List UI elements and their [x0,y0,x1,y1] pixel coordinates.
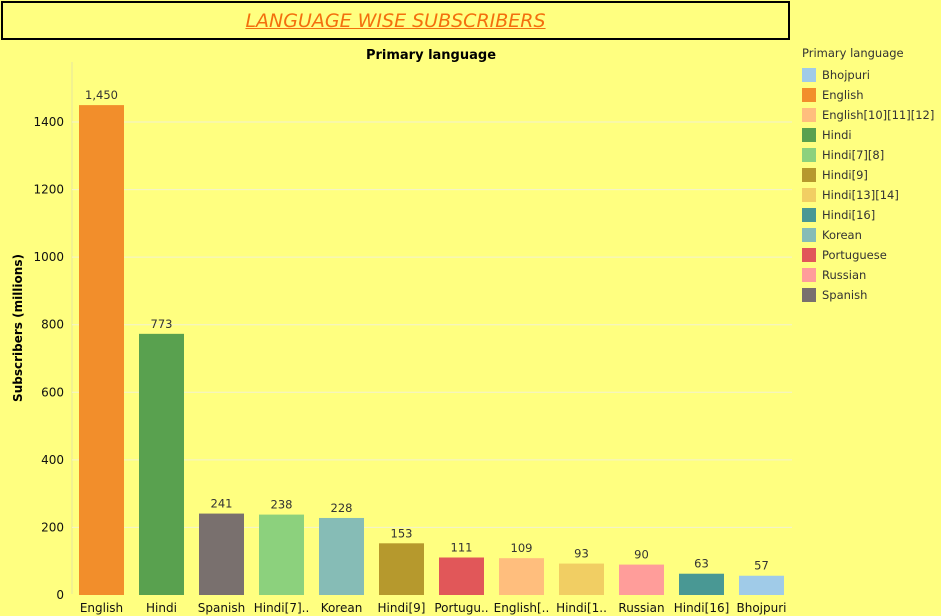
legend-item: Bhojpuri [802,65,941,85]
bar [319,517,364,595]
legend-swatch [802,128,816,142]
data-label: 63 [694,557,709,571]
bar [559,563,604,595]
data-label: 93 [574,547,589,561]
bar [619,564,664,595]
legend-item: Hindi[9] [802,165,941,185]
legend-label: Hindi[9] [822,168,868,182]
y-tick-label: 1400 [33,115,64,129]
dashboard-title-box: LANGUAGE WISE SUBSCRIBERS [1,1,790,40]
bar [139,333,184,595]
legend-swatch [802,228,816,242]
legend-label: Bhojpuri [822,68,870,82]
x-tick-label: Hindi[1.. [556,601,607,615]
bar [259,514,304,595]
y-tick-label: 400 [41,453,64,467]
y-axis-label: Subscribers (millions) [11,254,25,402]
legend-label: Russian [822,268,867,282]
x-tick-label: Bhojpuri [736,601,786,615]
y-tick-label: 0 [56,588,64,602]
legend-swatch [802,148,816,162]
x-tick-label: Portugu.. [434,601,488,615]
legend-label: Hindi[13][14] [822,188,899,202]
legend-label: Hindi[7][8] [822,148,885,162]
legend-item: English [802,85,941,105]
legend-item: Hindi[13][14] [802,185,941,205]
bar [679,573,724,595]
bar [439,557,484,595]
legend-swatch [802,68,816,82]
legend-swatch [802,168,816,182]
bar [199,513,244,595]
x-tick-label: English[.. [494,601,550,615]
data-label: 228 [331,501,353,515]
bar-chart: Primary language 0 200 400 600 800 1000 1200 140… [11,48,792,615]
data-label: 90 [634,548,649,562]
bar [739,575,784,595]
legend-label: Korean [822,228,862,242]
legend-item: Korean [802,225,941,245]
y-tick-label: 600 [41,385,64,399]
legend-label: English[10][11][12] [822,108,935,122]
legend-item: Hindi[7][8] [802,145,941,165]
legend-item: Spanish [802,285,941,305]
legend-label: Portuguese [822,248,887,262]
data-label: 1,450 [85,88,118,102]
legend-swatch [802,288,816,302]
x-tick-label: Hindi[7].. [254,601,310,615]
chart-title: Primary language [366,48,496,63]
legend-item: Russian [802,265,941,285]
data-label: 773 [151,317,173,331]
x-tick-label: Hindi[9] [378,601,426,615]
legend-item: English[10][11][12] [802,105,941,125]
x-tick-label: Spanish [198,601,245,615]
y-tick-label: 800 [41,318,64,332]
legend-item: Hindi[16] [802,205,941,225]
data-label: 109 [511,541,533,555]
x-tick-label: Hindi[16] [674,601,730,615]
legend: Primary language Bhojpuri English English[… [802,46,941,305]
legend-item: Hindi [802,125,941,145]
data-label: 111 [451,540,473,554]
bar [379,543,424,595]
y-tick-label: 200 [41,520,64,534]
bar [79,105,124,595]
dashboard-title: LANGUAGE WISE SUBSCRIBERS [245,9,546,32]
legend-items: Bhojpuri English English[10][11][12] Hindi H… [802,65,941,305]
legend-label: Spanish [822,288,868,302]
legend-title: Primary language [802,46,904,60]
data-label: 153 [391,526,413,540]
legend-swatch [802,188,816,202]
y-tick-label: 1200 [33,183,64,197]
legend-swatch [802,88,816,102]
bar [499,558,544,595]
x-tick-label: Korean [321,601,363,615]
data-label: 57 [754,559,769,573]
legend-swatch [802,248,816,262]
data-label: 241 [211,497,233,511]
y-tick-label: 1000 [33,250,64,264]
x-tick-label: Russian [618,601,664,615]
legend-label: Hindi[16] [822,208,876,222]
legend-swatch [802,268,816,282]
legend-label: English [822,88,864,102]
x-tick-label: English [80,601,123,615]
legend-swatch [802,108,816,122]
legend-item: Portuguese [802,245,941,265]
legend-label: Hindi [822,128,852,142]
data-label: 238 [271,498,293,512]
legend-swatch [802,208,816,222]
x-tick-label: Hindi [146,601,177,615]
